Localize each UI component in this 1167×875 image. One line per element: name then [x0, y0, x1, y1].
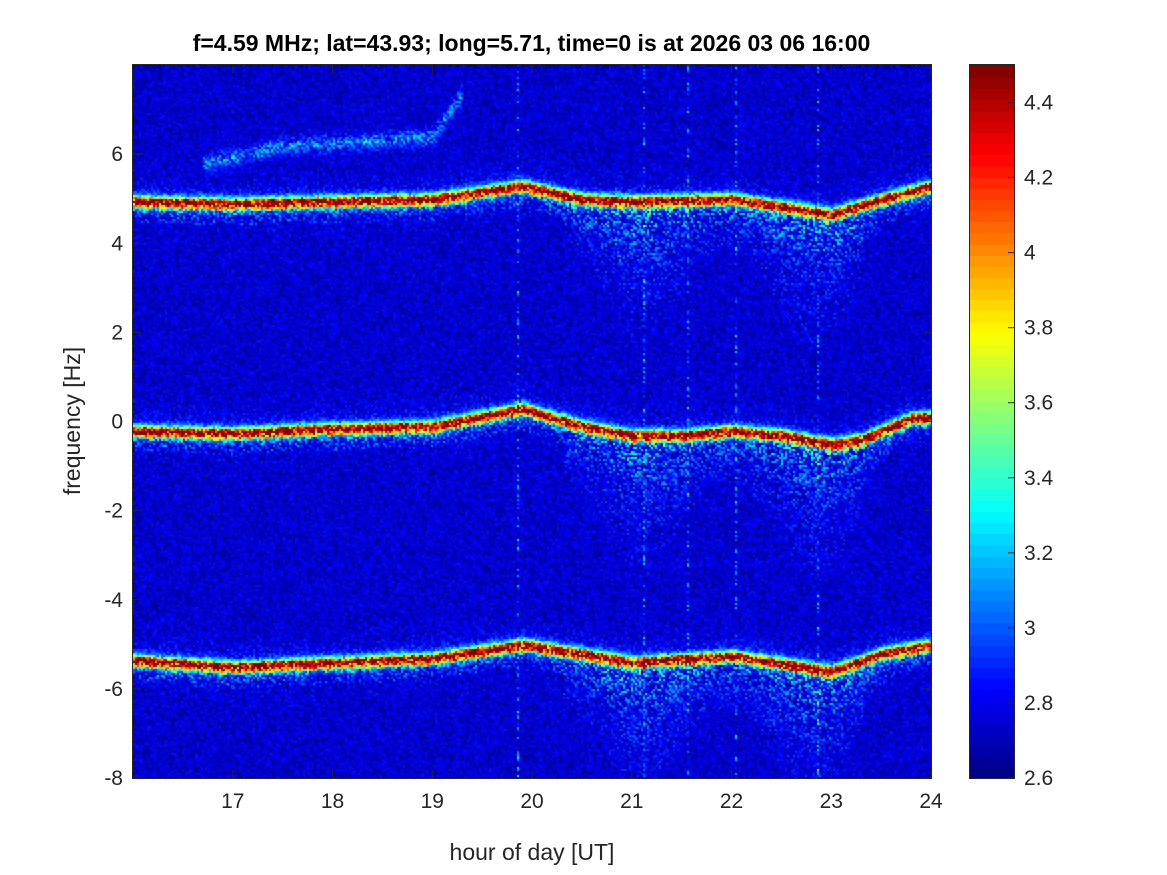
x-tick-label: 19	[421, 790, 444, 813]
colorbar-tick-label: 3	[1024, 617, 1036, 640]
x-axis-label: hour of day [UT]	[450, 839, 615, 865]
y-tick-label: -8	[104, 767, 123, 790]
x-tick-label: 20	[520, 790, 543, 813]
y-tick-label: 6	[111, 143, 123, 166]
y-axis-label: frequency [Hz]	[59, 347, 85, 495]
y-tick-label: -2	[104, 500, 123, 523]
y-tick-label: 2	[111, 321, 123, 344]
spectrogram-heatmap	[132, 64, 932, 779]
x-tick-label: 17	[221, 790, 244, 813]
colorbar-tick-label: 2.6	[1024, 767, 1053, 790]
colorbar-tick-label: 3.4	[1024, 467, 1054, 490]
colorbar-tick-label: 2.8	[1024, 692, 1053, 715]
colorbar-tick-label: 3.2	[1024, 542, 1053, 565]
y-tick-label: -6	[104, 678, 123, 701]
chart-title: f=4.59 MHz; lat=43.93; long=5.71, time=0…	[192, 30, 871, 56]
colorbar	[969, 64, 1015, 779]
x-tick-label: 18	[321, 790, 344, 813]
y-tick-label: -4	[104, 589, 123, 612]
x-tick-label: 24	[919, 790, 943, 813]
colorbar-tick-label: 3.8	[1024, 317, 1053, 340]
y-tick-label: 0	[111, 411, 123, 434]
colorbar-tick-label: 4.2	[1024, 167, 1053, 190]
x-tick-label: 22	[720, 790, 743, 813]
y-tick-label: 4	[111, 232, 123, 255]
colorbar-tick-label: 4	[1024, 242, 1036, 265]
colorbar-tick-label: 4.4	[1024, 92, 1054, 115]
x-tick-label: 21	[620, 790, 643, 813]
colorbar-tick-label: 3.6	[1024, 392, 1053, 415]
x-tick-label: 23	[820, 790, 843, 813]
